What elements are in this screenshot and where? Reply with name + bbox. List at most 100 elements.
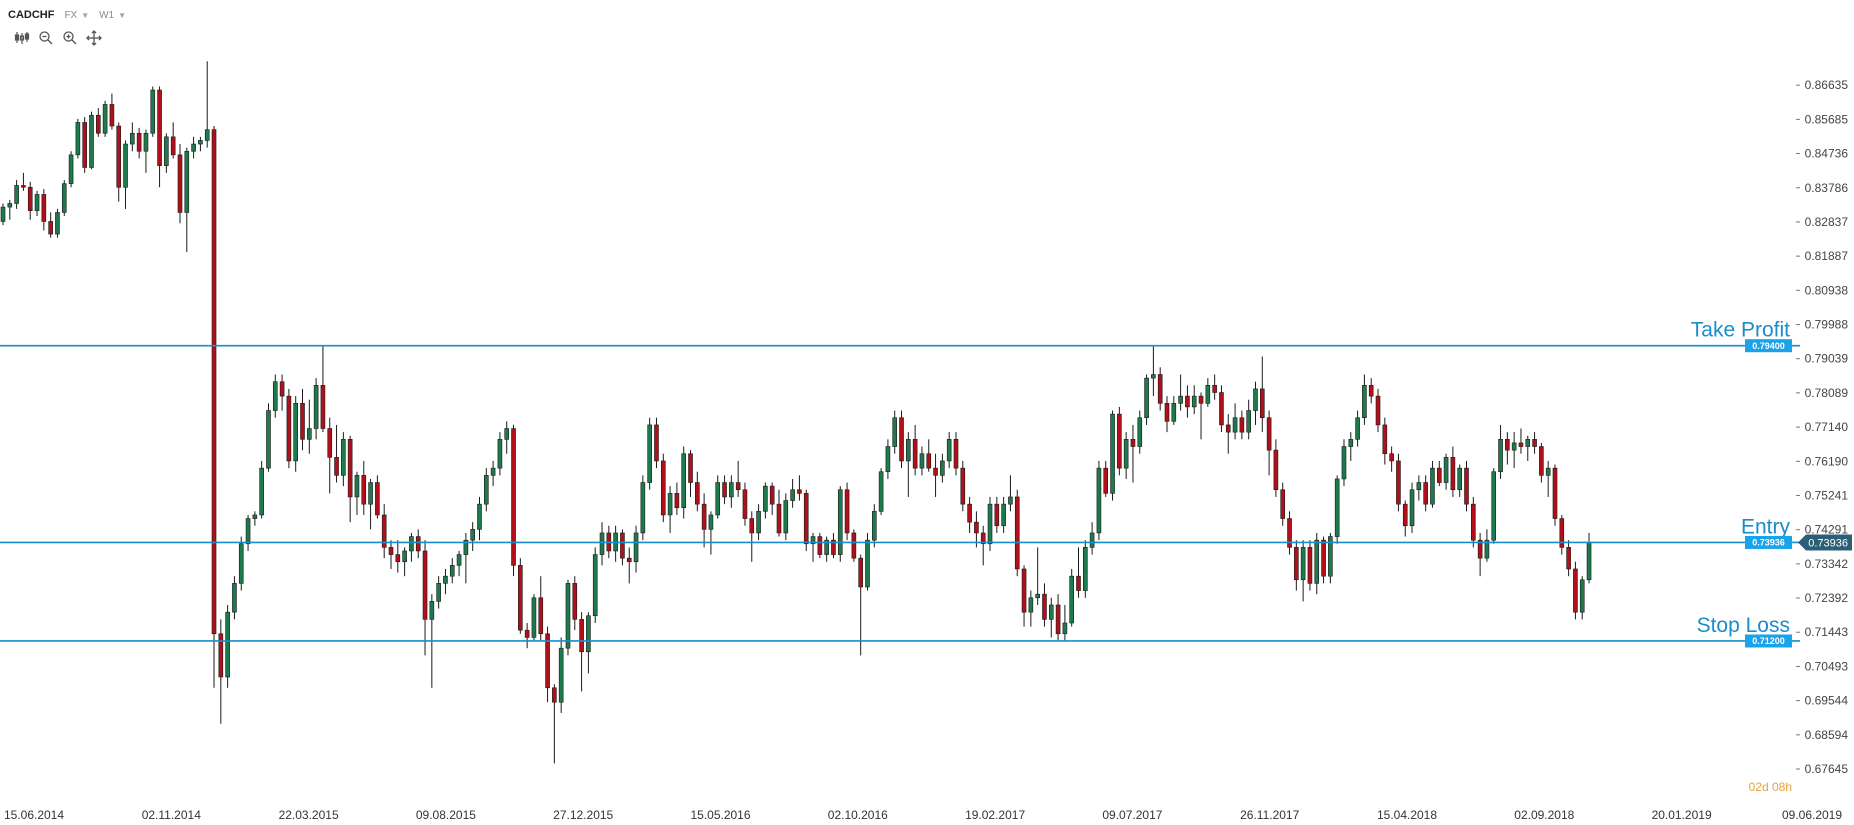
bull-candle-body bbox=[565, 583, 571, 649]
candle bbox=[1028, 590, 1034, 627]
bear-candle-body bbox=[695, 482, 700, 505]
bull-candle-body bbox=[1083, 547, 1088, 591]
bear-candle-body bbox=[1259, 388, 1265, 419]
candle bbox=[320, 345, 326, 433]
bull-candle-body bbox=[198, 140, 203, 145]
bull-candle-body bbox=[1443, 457, 1449, 483]
candle bbox=[1348, 432, 1354, 461]
y-tick-label: 0.85685 bbox=[1805, 112, 1849, 126]
zoom-out-icon[interactable] bbox=[38, 30, 54, 46]
candle bbox=[511, 424, 516, 577]
bear-candle-body bbox=[1532, 439, 1537, 447]
candle bbox=[48, 212, 53, 238]
candle bbox=[695, 471, 700, 512]
candle bbox=[1198, 392, 1204, 440]
chart-type-icon[interactable] bbox=[14, 30, 30, 46]
candle bbox=[1334, 475, 1340, 544]
bear-candle-body bbox=[994, 503, 1000, 527]
bull-candle-body bbox=[354, 475, 360, 498]
bear-candle-body bbox=[300, 403, 305, 440]
candle bbox=[865, 532, 870, 591]
candle bbox=[579, 612, 584, 692]
current-price-badge bbox=[1798, 534, 1852, 551]
bear-candle-body bbox=[170, 136, 176, 156]
candle bbox=[1362, 374, 1367, 425]
bull-candle-body bbox=[341, 439, 346, 476]
crosshair-icon[interactable] bbox=[86, 30, 102, 46]
candle bbox=[130, 122, 135, 152]
bull-candle-body bbox=[61, 183, 67, 213]
bear-candle-body bbox=[722, 482, 727, 498]
bear-candle-body bbox=[1273, 449, 1279, 491]
candle bbox=[953, 432, 959, 476]
y-tick-label: 0.74291 bbox=[1805, 523, 1849, 537]
candle bbox=[1552, 464, 1558, 526]
y-tick-label: 0.70493 bbox=[1805, 659, 1849, 673]
bull-candle-body bbox=[293, 403, 299, 462]
timeframe-dropdown[interactable]: W1 ▼ bbox=[99, 10, 126, 21]
candle bbox=[613, 525, 618, 562]
bear-candle-body bbox=[1396, 460, 1401, 505]
candle bbox=[218, 619, 224, 724]
y-tick-label: 0.83786 bbox=[1805, 181, 1849, 195]
candle bbox=[232, 576, 237, 620]
bear-candle-body bbox=[381, 514, 387, 548]
bull-candle-body bbox=[1205, 385, 1211, 404]
x-tick-label: 15.04.2018 bbox=[1377, 808, 1437, 822]
candle bbox=[1382, 417, 1388, 465]
y-tick-label: 0.79039 bbox=[1805, 352, 1849, 366]
candle bbox=[136, 127, 142, 159]
symbol-label[interactable]: CADCHF bbox=[8, 9, 55, 21]
x-tick-label: 09.08.2015 bbox=[416, 808, 476, 822]
bull-candle-body bbox=[252, 514, 258, 519]
level-price-badge bbox=[1745, 634, 1792, 648]
bear-candle-body bbox=[626, 557, 632, 563]
bull-candle-body bbox=[667, 493, 673, 516]
candle bbox=[1021, 565, 1027, 627]
candle bbox=[483, 468, 489, 512]
bull-candle-body bbox=[470, 529, 475, 541]
candle bbox=[490, 460, 496, 487]
candle bbox=[1443, 453, 1449, 490]
candle bbox=[729, 475, 734, 508]
bull-candle-body bbox=[150, 89, 156, 134]
candle bbox=[327, 417, 333, 494]
candle bbox=[157, 86, 162, 188]
candle bbox=[633, 525, 639, 573]
candle bbox=[470, 522, 475, 551]
candle bbox=[1178, 374, 1183, 411]
bear-candle-body bbox=[177, 154, 183, 213]
candle bbox=[797, 475, 802, 501]
candle bbox=[164, 133, 169, 173]
bull-candle-body bbox=[164, 136, 169, 166]
candle bbox=[803, 489, 809, 551]
bull-candle-body bbox=[232, 583, 237, 613]
y-tick-label: 0.84736 bbox=[1805, 147, 1849, 161]
candle bbox=[1389, 446, 1394, 472]
bear-candle-body bbox=[545, 633, 550, 689]
bear-candle-body bbox=[1157, 374, 1163, 404]
candle bbox=[1191, 385, 1197, 415]
level-price-text: 0.79400 bbox=[1752, 341, 1785, 351]
bear-candle-body bbox=[572, 583, 578, 620]
candle bbox=[715, 475, 721, 519]
x-tick-label: 15.06.2014 bbox=[4, 808, 64, 822]
bull-candle-body bbox=[790, 489, 795, 501]
candle bbox=[75, 118, 81, 159]
candle bbox=[1532, 432, 1537, 454]
candle bbox=[1164, 396, 1170, 433]
bull-candle-body bbox=[763, 485, 768, 512]
bear-candle-body bbox=[116, 125, 122, 188]
candle bbox=[1559, 514, 1565, 555]
zoom-in-icon[interactable] bbox=[62, 30, 78, 46]
bear-candle-body bbox=[817, 536, 823, 555]
candle bbox=[211, 126, 217, 688]
bull-candle-body bbox=[1246, 410, 1251, 433]
candle bbox=[1368, 378, 1374, 404]
candle bbox=[1266, 410, 1272, 476]
candle bbox=[341, 432, 346, 487]
bear-candle-body bbox=[375, 482, 380, 516]
market-dropdown[interactable]: FX ▼ bbox=[64, 10, 89, 21]
bear-candle-body bbox=[851, 532, 857, 559]
